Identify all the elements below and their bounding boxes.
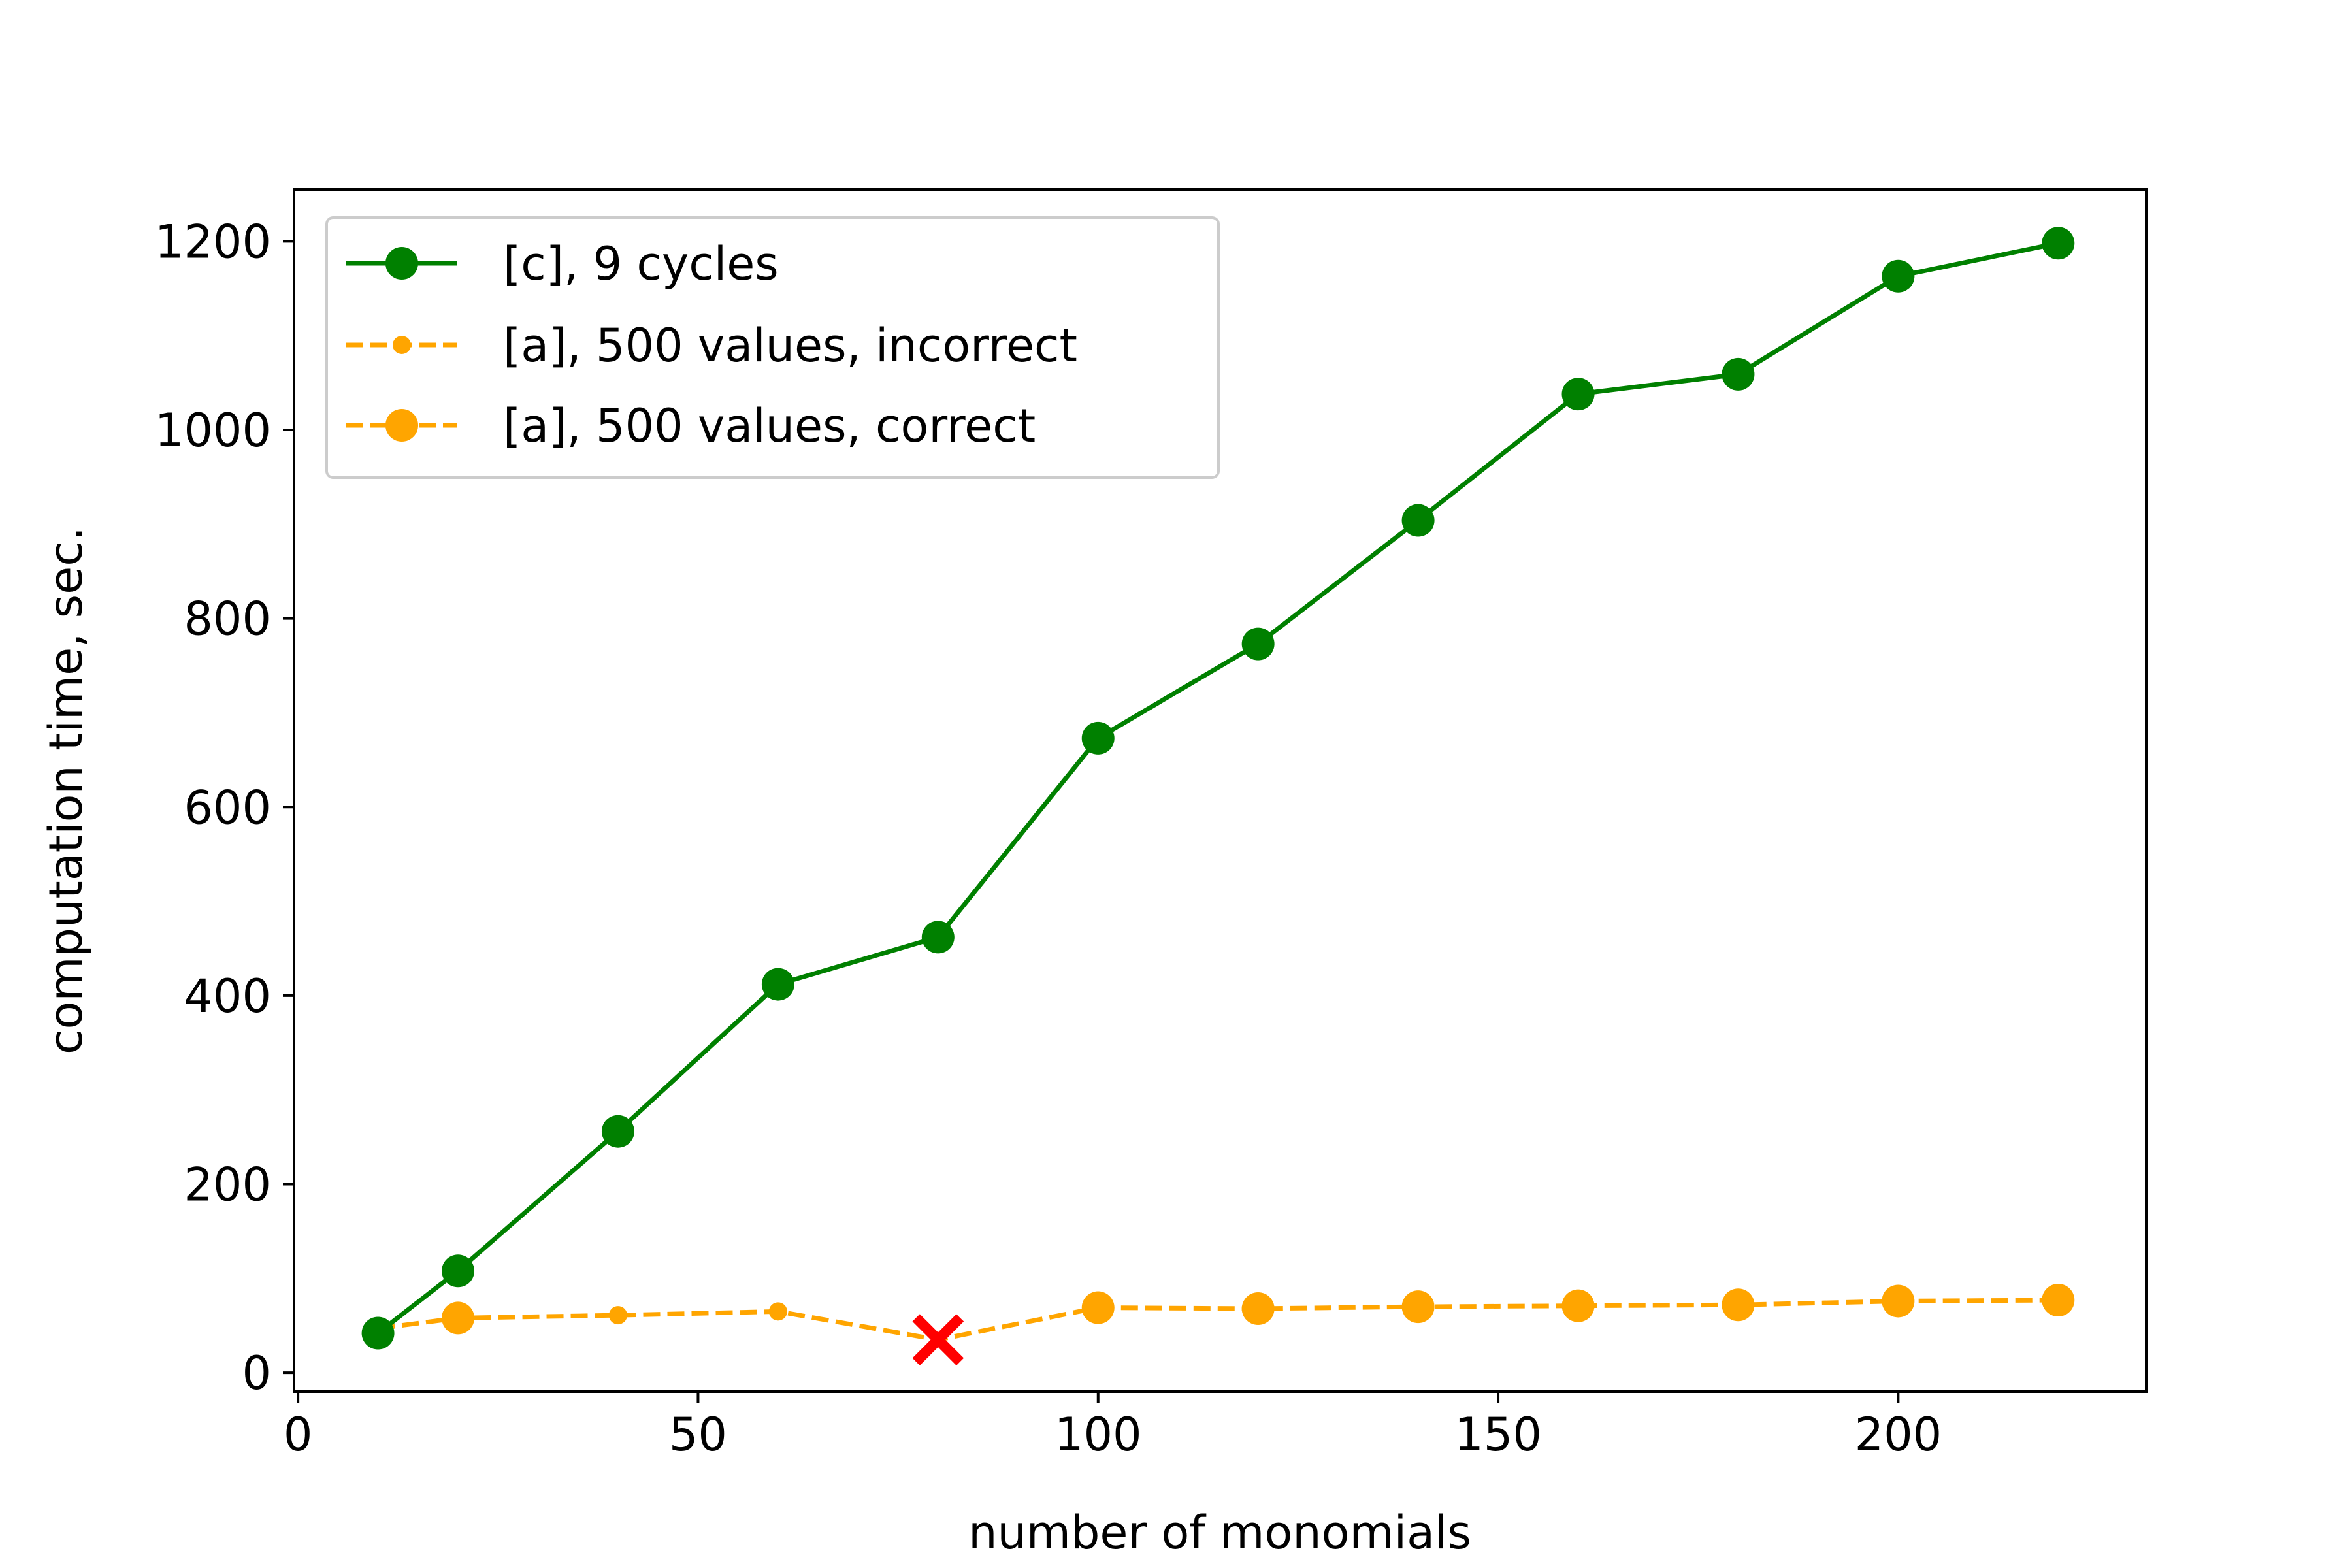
orange-correct-point xyxy=(1561,1289,1595,1322)
y-tick-label: 0 xyxy=(242,1347,271,1400)
legend: [c], 9 cycles [a], 500 values, incorrect… xyxy=(325,216,1220,479)
legend-marker-orange xyxy=(385,409,418,442)
y-tick-label: 800 xyxy=(184,593,271,646)
y-tick-label: 400 xyxy=(184,970,271,1023)
legend-entry-a-incorrect: [a], 500 values, incorrect xyxy=(346,319,1077,372)
orange-correct-point xyxy=(1882,1284,1915,1318)
green-point xyxy=(1401,504,1435,537)
legend-label-c-9-cycles: [c], 9 cycles xyxy=(503,237,779,291)
green-point xyxy=(761,968,794,1001)
y-tick-label: 1000 xyxy=(155,404,271,457)
orange-correct-point xyxy=(1722,1288,1755,1322)
legend-entry-c-9-cycles: [c], 9 cycles xyxy=(346,237,779,291)
x-tick-label: 100 xyxy=(1054,1408,1142,1462)
x-axis-label: number of monomials xyxy=(968,1506,1471,1560)
orange-correct-point xyxy=(1081,1291,1115,1324)
legend-label-a-incorrect: [a], 500 values, incorrect xyxy=(503,319,1077,372)
legend-label-a-correct: [a], 500 values, correct xyxy=(503,399,1036,453)
legend-entry-a-correct: [a], 500 values, correct xyxy=(346,399,1036,453)
plot-layer xyxy=(361,227,2075,1365)
orange-correct-point xyxy=(1401,1290,1435,1324)
green-point xyxy=(601,1115,634,1148)
green-point xyxy=(1241,627,1275,661)
orange-incorrect-point xyxy=(608,1306,627,1325)
green-point xyxy=(2042,227,2075,260)
orange-correct-point xyxy=(2042,1284,2075,1317)
legend-marker-orange-small xyxy=(393,336,411,354)
green-line xyxy=(376,240,2059,1335)
orange-correct-point xyxy=(442,1301,475,1335)
green-point xyxy=(361,1316,395,1350)
x-tick-label: 150 xyxy=(1454,1408,1542,1462)
orange-dashed-line xyxy=(378,1298,2059,1343)
y-tick-label: 600 xyxy=(184,781,271,834)
orange-incorrect-point xyxy=(768,1302,787,1321)
legend-marker-green xyxy=(385,247,418,280)
green-point xyxy=(1081,721,1115,755)
green-point xyxy=(1882,259,1915,293)
red-x-marker xyxy=(912,1314,964,1365)
x-tick-label: 200 xyxy=(1855,1408,1942,1462)
y-axis-label: computation time, sec. xyxy=(39,527,93,1054)
axes-frame xyxy=(293,188,2148,1393)
green-point xyxy=(1722,357,1755,391)
y-tick-label: 1200 xyxy=(155,215,271,269)
x-tick-label: 50 xyxy=(669,1408,727,1462)
legend-frame xyxy=(325,216,1220,479)
x-tick-label: 0 xyxy=(284,1408,313,1462)
tick-layer: 0 50 100 150 200 0 200 400 600 800 1000 1200 xyxy=(155,215,1942,1462)
y-tick-label: 200 xyxy=(184,1158,271,1212)
green-point xyxy=(921,921,955,954)
green-point xyxy=(442,1254,475,1288)
red-x-stroke xyxy=(912,1314,964,1365)
orange-correct-point xyxy=(1241,1292,1275,1326)
green-point xyxy=(1561,378,1595,411)
